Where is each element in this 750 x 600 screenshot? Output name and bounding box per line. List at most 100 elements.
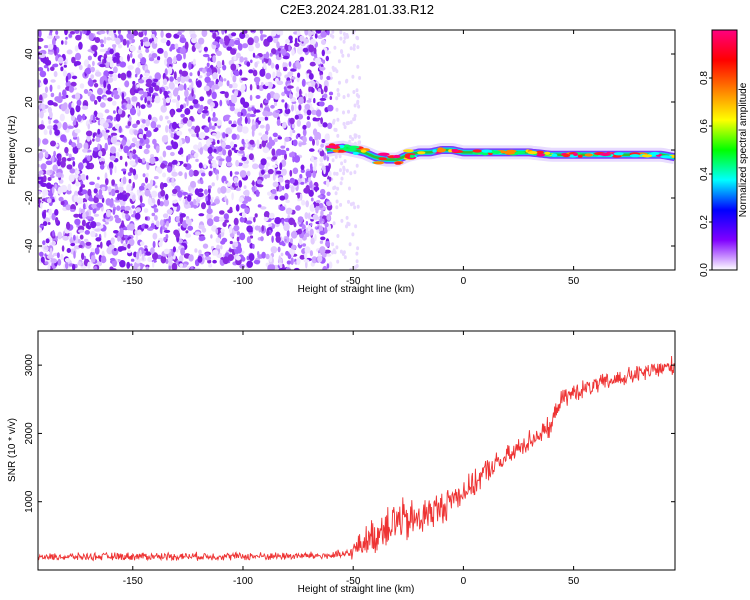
spectrogram-noise-speckle [221,30,225,35]
spectrogram-noise-speckle [188,128,192,132]
spectrogram-noise-speckle [38,45,42,50]
signal-track-blob [613,152,624,156]
spectrogram-noise-speckle [295,205,301,211]
spectrogram-noise-speckle [187,194,192,202]
spectrogram-noise-speckle [165,115,169,120]
spectrogram-sparse-speckle [345,32,349,37]
spectrogram-noise-speckle [109,155,116,161]
spectrogram-noise-speckle [47,100,54,106]
spectrogram-noise-speckle [151,190,158,198]
spectrogram-noise-speckle [193,152,199,158]
spectrogram-noise-speckle [204,76,211,84]
spectrogram-noise-speckle [127,30,131,35]
spectrogram-noise-speckle [298,142,302,147]
spectrogram-noise-speckle [229,170,233,177]
spectrogram-noise-speckle [47,35,54,40]
spectrogram-sparse-speckle [347,109,350,114]
spectrogram-sparse-speckle [353,113,357,118]
spectrogram-noise-speckle [236,125,243,133]
signal-track-blob [515,150,526,155]
spectrogram-noise-speckle [187,225,194,231]
spectrogram-sparse-speckle [342,110,345,115]
spectrogram-noise-speckle [282,55,290,60]
spectrogram-noise-speckle [162,78,168,86]
spectrogram-noise-speckle [235,52,241,59]
spectrogram-noise-speckle [294,103,297,112]
spectrogram-noise-speckle [300,181,305,185]
spectrogram-noise-speckle [121,168,127,172]
spectrogram-noise-speckle [322,122,328,128]
spectrogram-noise-speckle [115,189,120,194]
spectrogram-noise-speckle [133,129,139,136]
spectrogram-noise-speckle [291,48,295,56]
spectrogram-noise-speckle [312,117,317,122]
spectrogram-noise-speckle [60,134,67,142]
spectrogram-noise-speckle [57,258,62,266]
spectrogram-noise-speckle [304,93,308,98]
spectrogram-noise-speckle [94,71,102,77]
spectrogram-noise-speckle [57,85,61,90]
spectrogram-noise-speckle [216,244,220,249]
spectrogram-noise-speckle [206,82,214,87]
spectrogram-noise-speckle [178,171,183,177]
spectrogram-noise-speckle [109,74,114,78]
spectrogram-noise-speckle [295,134,299,139]
spectrogram-noise-speckle [60,184,68,193]
spectrogram-noise-speckle [81,252,85,260]
spectrogram-noise-speckle [172,246,176,253]
spectrogram-noise-speckle [134,73,138,78]
spectrogram-noise-speckle [275,170,282,175]
spectrogram-noise-speckle [153,78,159,83]
spectrogram-noise-speckle [230,123,237,128]
spectrogram-noise-speckle [69,232,73,238]
spectrogram-noise-speckle [126,139,131,147]
spectrogram-noise-speckle [328,211,333,216]
spectrogram-noise-speckle [252,180,255,187]
spectrogram-noise-speckle [105,178,109,186]
spectrogram-noise-speckle [166,120,171,124]
spectrogram-noise-speckle [130,258,135,262]
spectrogram-noise-speckle [110,132,118,136]
spectrogram-noise-speckle [276,119,281,126]
spectrogram-noise-speckle [107,30,113,36]
spectrogram-noise-speckle [76,197,84,205]
spectrogram-noise-speckle [143,208,149,213]
spectrogram-noise-speckle [288,217,295,226]
spectrogram-noise-speckle [282,186,285,191]
spectrogram-noise-speckle [216,119,222,126]
spectrogram-noise-speckle [50,66,55,71]
spectrogram-noise-speckle [49,169,53,174]
spectrogram-noise-speckle [75,92,81,100]
spectrogram-noise-speckle [39,251,44,257]
spectrogram-noise-speckle [302,243,307,247]
spectrogram-noise-speckle [129,160,136,166]
spectrogram-noise-speckle [207,185,212,189]
spectrogram-noise-speckle [74,62,78,67]
spectrogram-noise-speckle [192,58,196,65]
spectrogram-noise-speckle [230,70,234,78]
spectrogram-noise-speckle [129,45,136,52]
spectrogram-noise-speckle [286,80,292,84]
spectrogram-noise-speckle [67,183,72,192]
spectrogram-noise-speckle [102,58,105,65]
spectrogram-noise-speckle [207,193,211,202]
spectrogram-noise-speckle [38,164,41,168]
spectrogram-noise-speckle [307,82,312,87]
spectrogram-noise-speckle [231,192,234,201]
spectrogram-noise-speckle [43,129,48,136]
spectrogram-noise-speckle [69,168,76,174]
spectrogram-noise-speckle [225,155,232,163]
spectrogram-noise-speckle [308,44,315,53]
spectrogram-sparse-speckle [353,205,357,210]
spectrogram-noise-speckle [205,252,210,257]
spectrogram-noise-speckle [280,252,284,257]
spectrogram-noise-speckle [304,30,309,36]
spectrogram-noise-speckle [82,203,86,210]
snr-x-tick-label: 50 [568,576,580,587]
spectrogram-noise-speckle [159,88,162,95]
spectrogram-noise-speckle [99,63,106,68]
spectrogram-noise-speckle [306,116,310,120]
spectrogram-noise-speckle [127,171,132,177]
spectrogram-noise-speckle [220,186,227,194]
spectrogram-sparse-speckle [335,199,339,204]
